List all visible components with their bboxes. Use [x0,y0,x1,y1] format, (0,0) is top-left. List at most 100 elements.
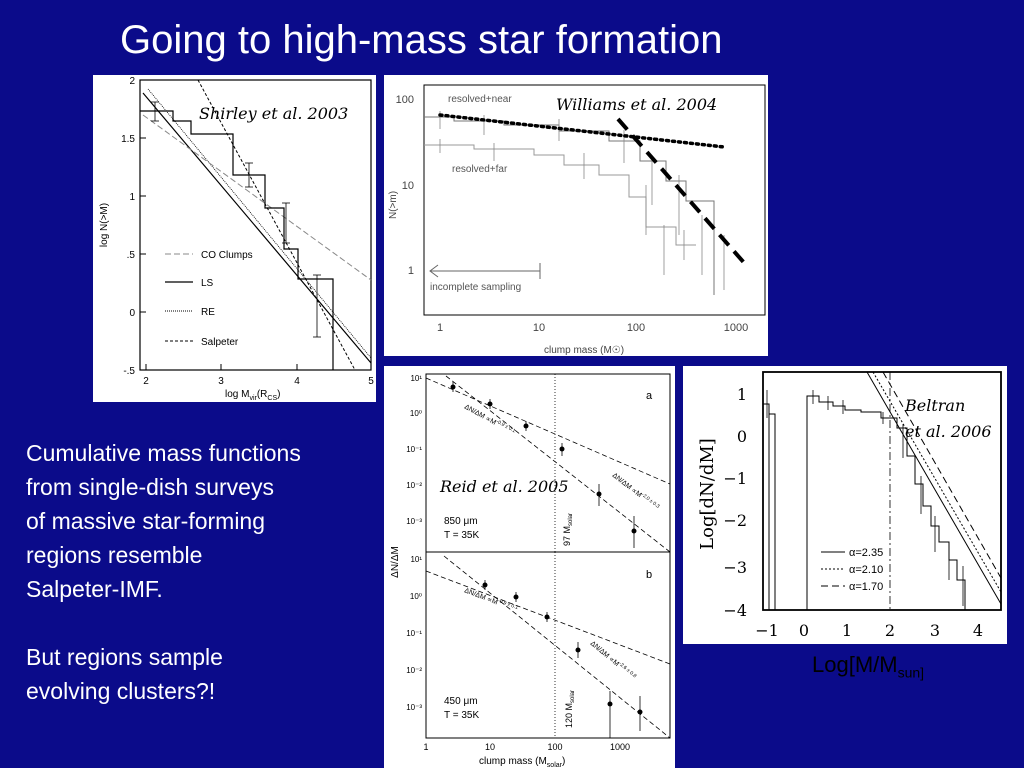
williams-dashed-fit [616,117,748,267]
williams-ytick-label: 100 [396,94,414,106]
shirley-legend-label: CO Clumps [201,250,253,261]
williams-xtick-label: 10 [533,322,545,334]
reid-xtick-label: 10 [485,742,495,752]
body-line: of massive star-forming [26,508,266,534]
beltran-xtick-label: 4 [973,621,983,640]
williams-far-histogram [424,144,696,246]
reid-xtick-label: 1000 [610,742,630,752]
reid-ylabel: ΔN/ΔM [390,546,401,578]
shirley-co-clumps-line [142,114,372,281]
shirley-ls-fit-line [142,92,372,364]
reid-plot-frame-b [425,551,671,739]
williams-plot-frame [423,84,766,316]
shirley-ytick-label: 1.5 [121,134,135,145]
shirley-xtick-label: 5 [368,376,374,387]
williams-label-far: resolved+far [452,164,508,175]
beltran-ylabel: Log[dN/dM] [697,438,718,550]
reid-b-wavelength: 450 μm [444,696,478,707]
williams-citation: Williams et al. 2004 [556,95,717,114]
shirley-re-fit-line [147,88,372,359]
beltran-xtick-label: 0 [799,621,809,640]
williams-plot-panel: 100 10 1 1 10 100 1000 N(>m) clump mass … [384,75,768,356]
beltran-fit-235 [866,371,1002,605]
reid-b-letter: b [646,569,652,581]
beltran-ytick-label: −1 [723,469,747,488]
reid-a-ytick-label: 10⁻¹ [406,445,422,454]
reid-xlabel: clump mass (Msolar) [479,756,565,768]
reid-a-wavelength: 850 μm [444,516,478,527]
reid-a-fit2 [445,375,671,553]
shirley-xtick-label: 3 [218,376,224,387]
beltran-ytick-label: −4 [723,601,747,620]
shirley-ytick-label: .5 [127,250,136,261]
body-spacer [26,606,376,640]
williams-near-histogram [424,116,715,295]
reid-b-error-bars [484,580,641,738]
reid-b-fit1-label: ΔN/ΔM ∝M-0.9 ± 0.1 [463,585,519,614]
beltran-citation-line2: et al. 2006 [905,422,992,441]
shirley-ytick-label: 0 [129,308,135,319]
beltran-plot-panel: 1 0 −1 −2 −3 −4 −1 0 1 2 3 4 Log[dN/dM] [683,366,1007,644]
beltran-x-caption-main: Log[M/M [812,652,898,677]
reid-b-ytick-label: 10⁻² [406,666,422,675]
reid-xtick-label: 1 [423,742,428,752]
beltran-legend-label: α=2.35 [849,547,883,559]
beltran-xtick-label: 1 [842,621,852,640]
shirley-plot-frame [139,79,372,371]
shirley-yticks [140,79,372,371]
shirley-ytick-label: 1 [129,192,135,203]
slide-body-text: Cumulative mass functions from single-di… [26,436,376,708]
body-line: Cumulative mass functions [26,440,301,466]
beltran-ytick-label: 0 [737,427,747,446]
beltran-legend-label: α=2.10 [849,564,883,576]
williams-xtick-label: 100 [627,322,645,334]
beltran-ytick-label: −3 [723,558,747,577]
reid-a-fit1 [425,377,671,485]
reid-b-ytick-label: 10⁻³ [406,703,422,712]
reid-a-ytick-label: 10⁻² [406,481,422,490]
reid-citation: Reid et al. 2005 [439,477,569,496]
reid-b-temperature: T = 35K [444,710,479,721]
shirley-citation: Shirley et al. 2003 [199,104,348,123]
beltran-error-bars [766,390,964,606]
shirley-plot-panel: 2 1.5 1 .5 0 -.5 2 3 4 5 log N(>M) log M… [93,75,376,402]
reid-b-ytick-label: 10⁻¹ [406,629,422,638]
body-line: regions resemble [26,542,203,568]
beltran-ytick-label: −2 [723,511,747,530]
reid-a-points [450,384,637,534]
beltran-fit-210 [872,371,1002,593]
reid-b-fit2 [443,555,671,739]
reid-a-break-label: 97 Msolar [562,513,574,546]
shirley-xtick-label: 2 [143,376,149,387]
beltran-xtick-label: −1 [755,621,779,640]
williams-ylabel: N(>m) [388,191,399,219]
beltran-citation-line1: Beltran [904,396,965,415]
shirley-ytick-label: 2 [129,76,135,87]
body-line: from single-dish surveys [26,474,274,500]
beltran-xtick-label: 3 [930,621,940,640]
shirley-salpeter-line [197,79,356,371]
shirley-xlabel: log Mvir(RCS) [225,389,280,402]
beltran-fit-170 [882,371,1002,579]
shirley-error-bars [151,101,321,338]
beltran-ytick-label: 1 [737,385,747,404]
reid-plot-panel: 1 10 100 1000 clump mass (Msolar) ΔN/ΔM … [384,366,675,768]
reid-b-break-label: 120 Msolar [564,690,576,728]
reid-a-ytick-label: 10⁻³ [406,517,422,526]
body-line: evolving clusters?! [26,678,216,704]
body-line: Salpeter-IMF. [26,576,163,602]
beltran-x-caption: Log[M/Msun] [812,652,924,680]
reid-b-fit2-label: ΔN/ΔM ∝M-2.6 ± 0.8 [589,639,638,682]
slide-title: Going to high-mass star formation [120,18,723,62]
shirley-xtick-label: 4 [294,376,300,387]
williams-dotted-fit [438,113,726,149]
williams-ytick-label: 10 [402,180,414,192]
reid-xtick-label: 100 [547,742,562,752]
shirley-legend-label: LS [201,278,214,289]
williams-label-incomplete: incomplete sampling [430,282,521,293]
williams-xtick-label: 1000 [724,322,748,334]
williams-xlabel: clump mass (M☉) [544,345,624,356]
williams-ytick-label: 1 [408,265,414,277]
shirley-ytick-label: -.5 [123,366,135,377]
shirley-legend-label: Salpeter [201,337,239,348]
